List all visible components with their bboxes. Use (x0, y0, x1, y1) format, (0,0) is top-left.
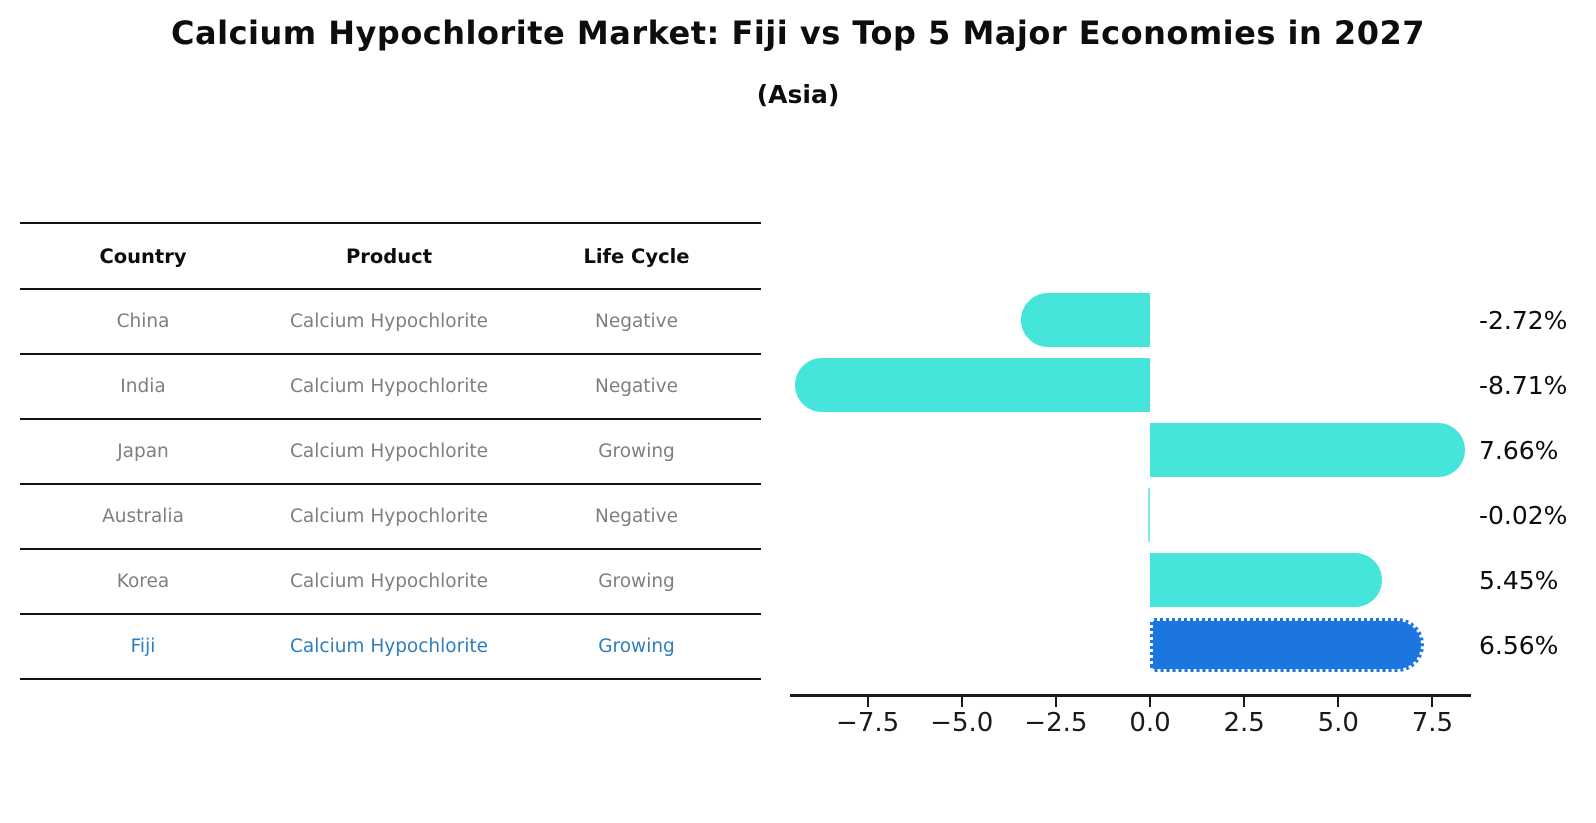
table-row-japan: Japan Calcium Hypochlorite Growing (20, 420, 761, 485)
bar-row-australia (790, 483, 1471, 548)
x-tick-mark (866, 697, 869, 707)
x-tick-label: 2.5 (1223, 708, 1265, 738)
cell-life-cycle: Negative (594, 376, 679, 397)
table-row-australia: Australia Calcium Hypochlorite Negative (20, 485, 761, 550)
cell-country: Japan (117, 441, 169, 462)
x-tick-label: 0.0 (1129, 708, 1171, 738)
bar-value-labels: -2.72% -8.71% 7.66% -0.02% 5.45% 6.56% (1479, 288, 1594, 678)
bar-australia (1148, 488, 1150, 542)
cell-country: China (116, 311, 170, 332)
cell-life-cycle: Negative (594, 506, 679, 527)
cell-product: Calcium Hypochlorite (290, 311, 488, 332)
bar-row-fiji (790, 613, 1471, 678)
table-row-china: China Calcium Hypochlorite Negative (20, 290, 761, 355)
table-row-india: India Calcium Hypochlorite Negative (20, 355, 761, 420)
cell-life-cycle: Growing (598, 636, 675, 657)
bar-china (1020, 293, 1150, 347)
cell-product: Calcium Hypochlorite (290, 441, 488, 462)
cell-life-cycle: Negative (594, 311, 679, 332)
x-axis-ticks: −7.5 −5.0 −2.5 0.0 2.5 5.0 7.5 (790, 697, 1471, 747)
x-tick-mark (1337, 697, 1340, 707)
cell-life-cycle: Growing (598, 571, 675, 592)
table-row-korea: Korea Calcium Hypochlorite Growing (20, 550, 761, 615)
cell-country: Korea (116, 571, 170, 592)
chart-subtitle: (Asia) (756, 80, 840, 109)
chart-title: Calcium Hypochlorite Market: Fiji vs Top… (171, 14, 1425, 52)
value-label-australia: -0.02% (1479, 501, 1568, 530)
column-header-country: Country (99, 244, 187, 268)
bar-row-korea (790, 548, 1471, 613)
bar-row-india (790, 353, 1471, 418)
bar-india (795, 358, 1150, 412)
country-table: Country Product Life Cycle China Calcium … (20, 222, 761, 680)
cell-product: Calcium Hypochlorite (290, 376, 488, 397)
cell-country: Australia (102, 506, 184, 527)
x-tick-mark (960, 697, 963, 707)
value-label-japan: 7.66% (1479, 436, 1559, 465)
x-tick-mark (1149, 697, 1151, 707)
cell-product: Calcium Hypochlorite (290, 506, 488, 527)
table-header-row: Country Product Life Cycle (20, 224, 761, 290)
x-tick-mark (1243, 697, 1246, 707)
bar-chart-plot-area (790, 288, 1471, 678)
column-header-product: Product (345, 244, 433, 268)
bar-fiji (1150, 618, 1424, 672)
cell-product: Calcium Hypochlorite (290, 571, 488, 592)
value-label-china: -2.72% (1479, 306, 1568, 335)
table-body: China Calcium Hypochlorite Negative India Ca… (20, 290, 761, 680)
x-tick-mark (1054, 697, 1057, 707)
bar-japan (1150, 423, 1466, 477)
value-label-korea: 5.45% (1479, 566, 1559, 595)
bar-korea (1150, 553, 1383, 607)
column-header-life-cycle: Life Cycle (583, 244, 690, 268)
x-axis-line (790, 694, 1471, 697)
x-tick-label: −7.5 (836, 708, 900, 738)
table-row-fiji: Fiji Calcium Hypochlorite Growing (20, 615, 761, 680)
cell-country: India (120, 376, 166, 397)
x-tick-mark (1431, 697, 1434, 707)
x-tick-label: 5.0 (1317, 708, 1359, 738)
value-label-fiji: 6.56% (1479, 631, 1559, 660)
bar-row-china (790, 288, 1471, 353)
cell-country: Fiji (130, 636, 156, 657)
value-label-india: -8.71% (1479, 371, 1568, 400)
x-tick-label: −5.0 (930, 708, 994, 738)
cell-product: Calcium Hypochlorite (290, 636, 488, 657)
bar-row-japan (790, 418, 1471, 483)
x-tick-label: 7.5 (1411, 708, 1454, 738)
cell-life-cycle: Growing (598, 441, 675, 462)
x-tick-label: −2.5 (1024, 708, 1088, 738)
